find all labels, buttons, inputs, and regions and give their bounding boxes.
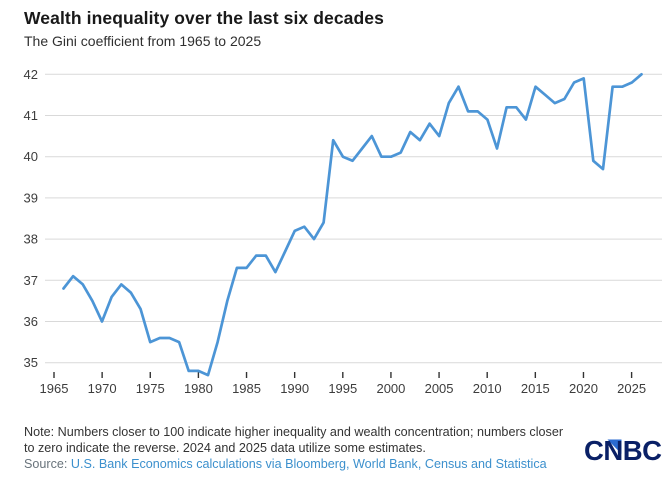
gini-data-line bbox=[62, 72, 643, 377]
chart-note: Note: Numbers closer to 100 indicate hig… bbox=[24, 424, 584, 456]
xtick-label-2020: 2020 bbox=[569, 381, 598, 396]
xtick-label-1990: 1990 bbox=[280, 381, 309, 396]
ytick-label-41: 41 bbox=[24, 108, 38, 123]
ytick-label-39: 39 bbox=[24, 190, 38, 205]
chart-note-line1: Note: Numbers closer to 100 indicate hig… bbox=[24, 425, 564, 439]
xtick-label-1970: 1970 bbox=[88, 381, 117, 396]
xtick-label-2025: 2025 bbox=[617, 381, 646, 396]
gini-line-chart: 35 36 37 38 39 40 41 42 1965 1970 1975 1980 1985 1990… bbox=[24, 67, 662, 396]
source-label: Source: bbox=[24, 457, 68, 471]
xtick-label-1975: 1975 bbox=[136, 381, 165, 396]
chart-title: Wealth inequality over the last six deca… bbox=[24, 8, 384, 28]
chart-source: Source: U.S. Bank Economics calculations… bbox=[24, 457, 547, 471]
cnbc-logo-text: CNBC bbox=[584, 435, 662, 466]
ytick-label-36: 36 bbox=[24, 314, 38, 329]
cnbc-logo: CNBC bbox=[584, 435, 663, 466]
xtick-label-1980: 1980 bbox=[184, 381, 213, 396]
xtick-label-2005: 2005 bbox=[425, 381, 454, 396]
xtick-label-1985: 1985 bbox=[232, 381, 261, 396]
xtick-label-2015: 2015 bbox=[521, 381, 550, 396]
chart-subtitle: The Gini coefficient from 1965 to 2025 bbox=[24, 33, 262, 49]
xtick-label-2010: 2010 bbox=[473, 381, 502, 396]
xtick-label-1965: 1965 bbox=[40, 381, 69, 396]
cnbc-logo-triangle bbox=[607, 439, 622, 454]
ytick-label-40: 40 bbox=[24, 149, 38, 164]
ytick-label-35: 35 bbox=[24, 355, 38, 370]
source-link[interactable]: U.S. Bank Economics calculations via Blo… bbox=[70, 457, 547, 471]
ytick-label-37: 37 bbox=[24, 273, 38, 288]
chart-note-line2: to zero indicate the reverse. 2024 and 2… bbox=[24, 441, 426, 455]
xtick-label-1995: 1995 bbox=[328, 381, 357, 396]
ytick-label-38: 38 bbox=[24, 232, 38, 247]
xtick-label-2000: 2000 bbox=[376, 381, 405, 396]
ytick-label-42: 42 bbox=[24, 67, 38, 82]
